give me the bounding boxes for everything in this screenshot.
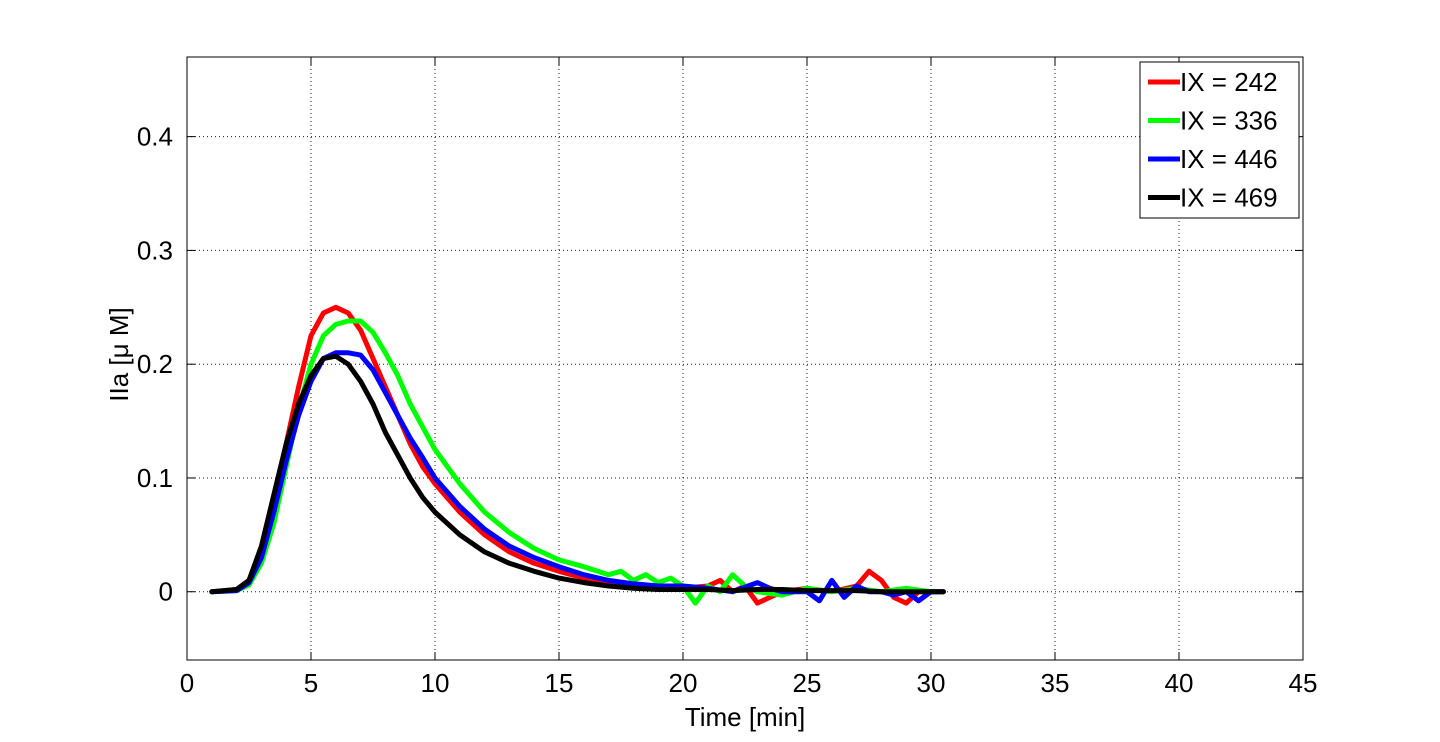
y-tick-label: 0 <box>159 577 173 607</box>
x-tick-label: 0 <box>180 668 194 698</box>
grid-lines <box>186 57 1304 660</box>
x-tick-label: 10 <box>421 668 450 698</box>
x-tick-label: 25 <box>793 668 822 698</box>
series-lines <box>209 304 946 606</box>
series-line-4 <box>209 353 946 595</box>
x-tick-label: 5 <box>304 668 318 698</box>
x-tick-label: 15 <box>545 668 574 698</box>
plot-frame <box>186 56 1304 661</box>
x-tick-label: 45 <box>1289 668 1318 698</box>
legend: IX = 242 IX = 336 IX = 446 IX = 469 <box>1139 61 1300 219</box>
axis-ticks: 0 5 10 15 20 25 30 35 40 45 0 0.1 0.2 0.3 0.4 <box>137 57 1318 698</box>
legend-label-4: IX = 469 <box>1180 183 1278 213</box>
x-axis-label: Time [min] <box>685 702 805 732</box>
legend-label-2: IX = 336 <box>1180 106 1278 136</box>
legend-box <box>1139 61 1300 219</box>
y-tick-label: 0.2 <box>137 349 173 379</box>
x-tick-label: 30 <box>917 668 946 698</box>
x-tick-label: 40 <box>1165 668 1194 698</box>
y-tick-label: 0.4 <box>137 122 173 152</box>
y-tick-label: 0.1 <box>137 463 173 493</box>
legend-label-3: IX = 446 <box>1180 144 1278 174</box>
x-tick-label: 20 <box>669 668 698 698</box>
legend-label-1: IX = 242 <box>1180 67 1278 97</box>
series-line-1 <box>209 304 946 606</box>
x-tick-label: 35 <box>1041 668 1070 698</box>
y-tick-label: 0.3 <box>137 235 173 265</box>
y-axis-label: IIa [μ M] <box>104 307 134 401</box>
series-line-2 <box>209 318 946 606</box>
